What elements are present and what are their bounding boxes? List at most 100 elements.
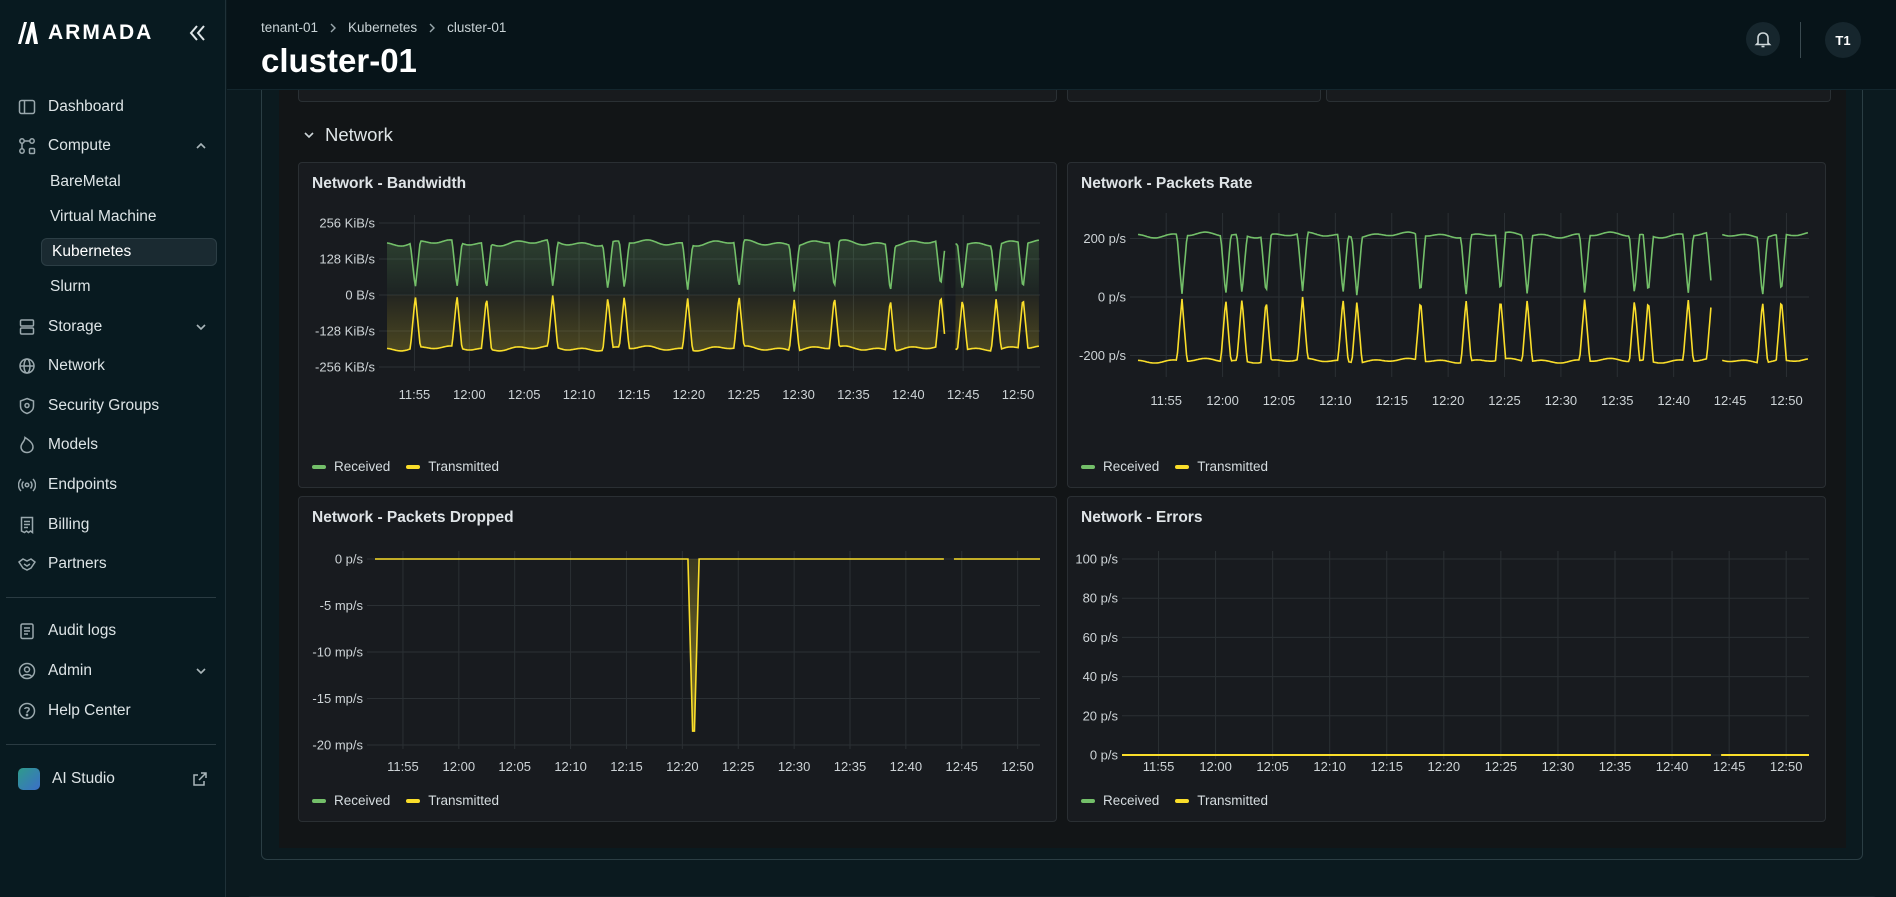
legend-item-received[interactable]: Received xyxy=(312,459,390,474)
brand-name: ARMADA xyxy=(48,21,154,44)
external-link-icon[interactable] xyxy=(192,771,208,787)
breadcrumb-item[interactable]: tenant-01 xyxy=(261,20,319,35)
nav-dashboard[interactable]: Dashboard xyxy=(18,93,214,121)
nav-compute-virtual-machine[interactable]: Virtual Machine xyxy=(50,208,157,225)
nav-endpoints[interactable]: Endpoints xyxy=(18,471,214,499)
x-tick-label: 12:50 xyxy=(1002,387,1035,402)
x-tick-label: 12:00 xyxy=(443,759,476,774)
page-title: cluster-01 xyxy=(261,42,417,79)
legend-swatch xyxy=(406,798,421,803)
series-line-received xyxy=(1137,231,1712,296)
y-tick-label: 256 KiB/s xyxy=(319,216,375,231)
sidebar-divider xyxy=(6,597,216,598)
nav-help-center[interactable]: Help Center xyxy=(18,697,214,725)
nav-audit-logs[interactable]: Audit logs xyxy=(18,617,214,645)
panel-title: Network - Packets Rate xyxy=(1081,175,1253,192)
nav-compute-baremetal[interactable]: BareMetal xyxy=(50,173,121,190)
row-header-network[interactable]: Network xyxy=(303,124,393,146)
series-line-transmitted xyxy=(955,299,1040,352)
legend-swatch xyxy=(1175,464,1190,469)
y-tick-label: -5 mp/s xyxy=(320,598,364,613)
main-content: Network Network - Bandwidth 256 KiB/s 128… xyxy=(227,90,1896,897)
panel-network-packets-rate[interactable]: Network - Packets Rate 200 p/s 0 p/s -200 … xyxy=(1067,162,1826,488)
series-line-transmitted xyxy=(1722,302,1809,364)
x-tick-label: 12:15 xyxy=(618,387,651,402)
y-tick-label: 20 p/s xyxy=(1083,708,1119,723)
legend-label: Received xyxy=(1103,793,1160,808)
nav-ai-studio[interactable]: AI Studio xyxy=(18,765,214,793)
y-tick-label: -128 KiB/s xyxy=(315,324,375,339)
nav-billing[interactable]: Billing xyxy=(18,511,214,539)
chart-legend: Received Transmitted xyxy=(1081,459,1268,474)
chevron-down-icon[interactable] xyxy=(303,129,315,141)
nav-compute[interactable]: Compute xyxy=(18,132,214,160)
nav-partners[interactable]: Partners xyxy=(18,550,214,578)
x-tick-label: 12:40 xyxy=(890,759,923,774)
storage-icon xyxy=(19,319,35,335)
nav-models[interactable]: Models xyxy=(18,431,214,459)
x-tick-label: 12:05 xyxy=(1256,759,1289,774)
nav-admin[interactable]: Admin xyxy=(18,657,214,685)
y-tick-label: 60 p/s xyxy=(1083,630,1119,645)
x-tick-label: 12:30 xyxy=(1545,393,1578,408)
nav-help-center-label: Help Center xyxy=(48,702,131,719)
chevron-down-icon[interactable] xyxy=(194,664,208,678)
x-tick-label: 12:50 xyxy=(1770,759,1803,774)
legend-item-received[interactable]: Received xyxy=(1081,459,1159,474)
chevron-down-icon[interactable] xyxy=(194,320,208,334)
flame-icon xyxy=(20,436,34,454)
legend-item-transmitted[interactable]: Transmitted xyxy=(1175,459,1268,474)
chart-legend: Received Transmitted xyxy=(312,459,499,474)
y-tick-label: 0 B/s xyxy=(345,288,375,303)
x-tick-label: 11:55 xyxy=(1143,759,1175,774)
packets-rate-chart: 200 p/s 0 p/s -200 p/s 11:55 12:00 12:05 12:10… xyxy=(1079,213,1809,408)
x-tick-label: 12:30 xyxy=(782,387,815,402)
nav-network-label: Network xyxy=(48,357,105,374)
nav-compute-kubernetes[interactable]: Kubernetes xyxy=(41,238,217,266)
legend-swatch xyxy=(406,464,421,469)
brand-logo[interactable]: ARMADA xyxy=(16,20,153,46)
x-tick-label: 12:25 xyxy=(727,387,760,402)
user-gear-icon xyxy=(18,662,36,680)
y-tick-label: 0 p/s xyxy=(1090,748,1119,763)
x-tick-label: 12:40 xyxy=(1657,393,1690,408)
nav-storage[interactable]: Storage xyxy=(18,313,214,341)
avatar[interactable]: T1 xyxy=(1825,22,1861,58)
breadcrumb-item[interactable]: Kubernetes xyxy=(348,20,418,35)
x-tick-label: 12:40 xyxy=(892,387,925,402)
collapse-sidebar-icon[interactable] xyxy=(186,22,208,44)
x-tick-label: 12:00 xyxy=(1206,393,1239,408)
nav-security-groups[interactable]: Security Groups xyxy=(18,392,214,420)
legend-item-transmitted[interactable]: Transmitted xyxy=(1175,793,1268,808)
legend-item-received[interactable]: Received xyxy=(1081,793,1159,808)
handshake-icon xyxy=(18,558,36,571)
notifications-button[interactable] xyxy=(1746,22,1780,56)
panel-network-errors[interactable]: Network - Errors 100 p/s 80 p/s 60 p/s 40 p… xyxy=(1067,496,1826,822)
panel-network-bandwidth[interactable]: Network - Bandwidth 256 KiB/s 128 KiB/s 0 … xyxy=(298,162,1057,488)
legend-swatch xyxy=(1175,798,1190,803)
nav-audit-logs-label: Audit logs xyxy=(48,622,117,639)
sidebar: ARMADA Dashboard Compute BareMetal Virtu… xyxy=(0,0,226,897)
armada-logo-icon xyxy=(18,22,38,44)
series-area-received xyxy=(387,239,945,295)
chevron-up-icon[interactable] xyxy=(194,139,208,153)
nav-compute-slurm[interactable]: Slurm xyxy=(50,278,91,295)
x-tick-label: 11:55 xyxy=(1150,393,1182,408)
legend-label: Transmitted xyxy=(428,459,500,474)
x-tick-label: 11:55 xyxy=(399,387,431,402)
series-line-transmitted xyxy=(375,558,1040,732)
x-tick-label: 11:55 xyxy=(387,759,419,774)
chevron-right-icon xyxy=(429,23,436,32)
legend-label: Received xyxy=(334,459,391,474)
nav-network[interactable]: Network xyxy=(18,352,214,380)
ai-studio-icon xyxy=(18,768,40,790)
panel-network-packets-dropped[interactable]: Network - Packets Dropped 0 p/s -5 mp/s -1… xyxy=(298,496,1057,822)
legend-label: Transmitted xyxy=(1197,459,1269,474)
legend-item-transmitted[interactable]: Transmitted xyxy=(406,459,499,474)
broadcast-icon xyxy=(18,478,36,492)
nav-models-label: Models xyxy=(48,436,98,453)
panel-title: Network - Packets Dropped xyxy=(312,509,514,526)
legend-item-transmitted[interactable]: Transmitted xyxy=(406,793,499,808)
breadcrumb-item: cluster-01 xyxy=(447,20,507,35)
legend-item-received[interactable]: Received xyxy=(312,793,390,808)
